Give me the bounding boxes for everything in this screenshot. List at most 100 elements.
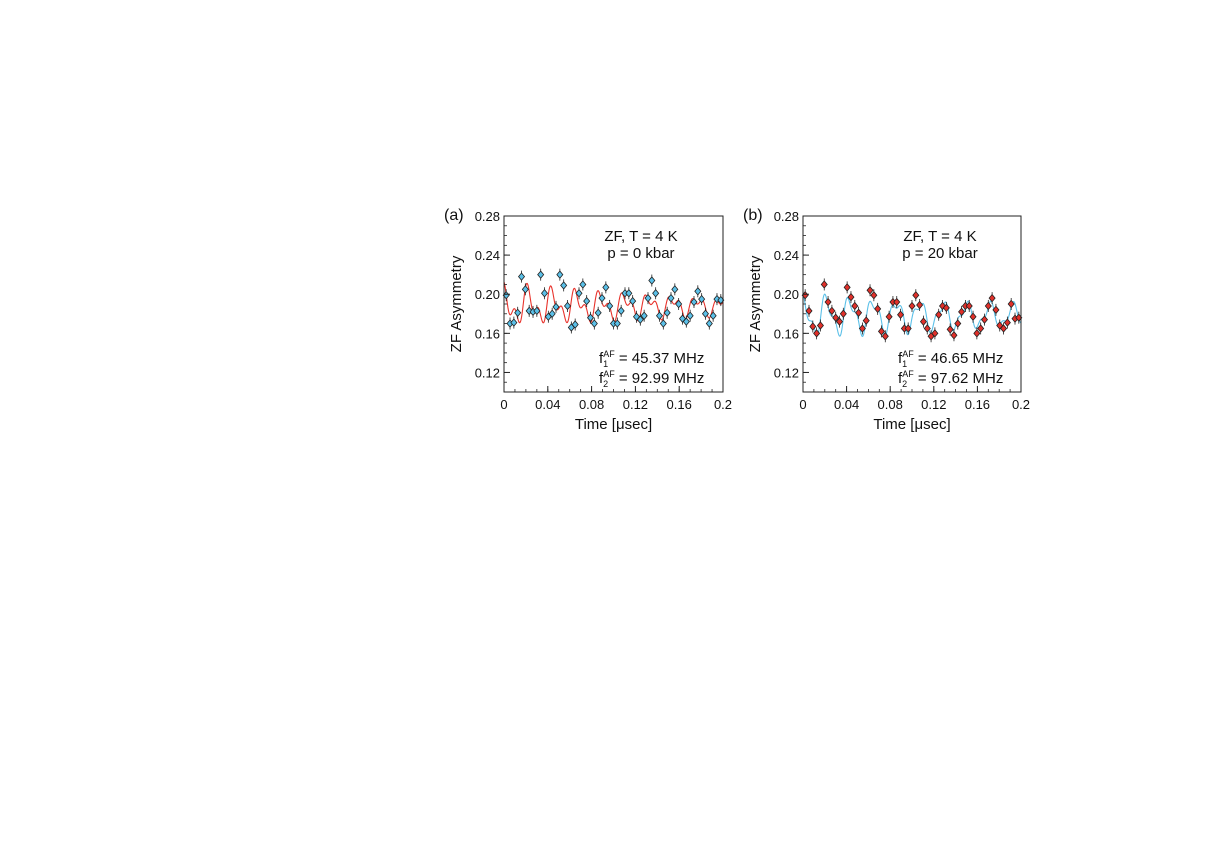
pressure-label: p = 0 kbar [607,245,674,262]
f2-base: f [599,370,604,387]
data-point [636,315,644,324]
data-point [540,289,549,298]
data-point [682,317,690,326]
data-point [908,301,916,311]
f2-superscript: AF [902,369,914,379]
data-point [805,306,813,316]
data-point [858,324,866,333]
data-point [916,300,924,310]
data-point [870,290,878,300]
data-point [904,324,912,333]
data-point [912,290,920,300]
f1-subscript: 1 [902,359,907,369]
data-point [1003,318,1011,327]
data-point [816,321,824,330]
data-point [893,297,901,307]
y-tick-label: 0.12 [475,365,500,380]
x-tick-label: 0.2 [714,397,732,412]
f2-value: = 92.99 MHz [615,370,705,387]
data-point [594,308,602,318]
data-point [548,309,556,319]
data-point [701,309,710,319]
condition-label: ZF, T = 4 K [903,228,976,245]
x-axis-label: Time [μsec] [873,416,950,433]
data-point [537,270,545,279]
data-point [590,319,598,328]
data-point [919,317,927,326]
data-point [663,308,671,318]
data-point [705,319,713,328]
data-point [992,305,1000,315]
data-point [644,293,652,303]
y-tick-label: 0.24 [774,248,799,263]
data-point [563,301,572,311]
y-tick-label: 0.20 [774,287,799,302]
panel-label: (a) [444,207,464,224]
data-point [988,293,996,303]
data-point [828,306,836,316]
data-point [897,310,905,319]
data-point [533,306,541,316]
y-tick-label: 0.12 [774,365,799,380]
x-tick-label: 0 [799,397,806,412]
data-point [686,311,694,320]
data-point [678,314,687,323]
x-tick-label: 0.12 [921,397,946,412]
data-point [946,325,954,334]
f1-superscript: AF [603,349,615,359]
x-tick-label: 0 [500,397,507,412]
data-point [958,307,966,317]
data-point [923,324,931,333]
data-point [606,301,614,311]
data-point [552,302,560,312]
data-point [809,322,817,331]
frequency-1-label: f1AF = 45.37 MHz [599,349,704,369]
y-tick-label: 0.16 [774,326,799,341]
data-point [839,309,847,319]
data-point [514,308,522,318]
data-point [942,303,950,313]
data-point [954,319,962,328]
x-tick-label: 0.08 [878,397,903,412]
data-point [575,289,583,298]
data-point [613,319,621,328]
data-point [820,280,828,289]
frequency-1-label: f1AF = 46.65 MHz [898,349,1003,369]
data-point [1000,324,1008,333]
data-point [866,286,874,295]
data-point [973,329,981,338]
f2-subscript: 2 [902,379,907,389]
y-axis-label: ZF Asymmetry [747,255,764,352]
data-point [617,306,625,316]
data-point [862,316,870,325]
data-point [655,311,664,320]
data-point [583,296,591,306]
x-tick-label: 0.16 [965,397,990,412]
condition-label: ZF, T = 4 K [604,228,677,245]
data-point [698,294,706,304]
data-point [659,319,667,328]
pressure-label: p = 20 kbar [902,245,977,262]
data-point [813,329,821,338]
data-point [851,301,859,311]
data-point [709,311,717,320]
panel-label: (b) [743,207,763,224]
data-point [560,281,568,290]
f2-subscript: 2 [603,379,608,389]
f2-base: f [898,370,903,387]
data-point [671,285,679,294]
data-point [602,283,610,292]
data-point [667,293,675,303]
y-tick-label: 0.16 [475,326,500,341]
data-point [935,310,943,319]
data-point [881,332,889,341]
data-point [586,313,595,322]
data-point [598,293,606,303]
x-tick-label: 0.2 [1012,397,1030,412]
data-point [874,304,882,314]
data-point [847,292,855,302]
data-point [525,306,533,316]
y-tick-label: 0.28 [774,209,799,224]
x-tick-label: 0.12 [623,397,648,412]
